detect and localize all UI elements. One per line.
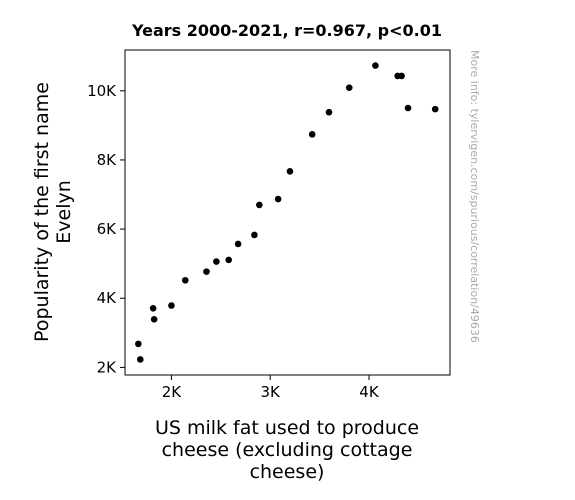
y-axis-label-line-1: Popularity of the first name [31, 82, 53, 342]
y-axis: 2K 4K 6K 8K 10K [87, 82, 125, 376]
data-point [150, 316, 158, 323]
plot-frame [124, 49, 451, 376]
y-tick-label: 4K [97, 289, 118, 307]
data-point [234, 240, 242, 248]
data-point [308, 131, 316, 138]
x-axis: 2K 3K 4K [162, 375, 380, 401]
x-tick-label: 3K [261, 383, 282, 401]
y-tick-label: 10K [87, 82, 117, 100]
plot-area [124, 49, 451, 376]
x-tick-label: 4K [359, 383, 380, 401]
data-points [135, 62, 439, 363]
data-point [274, 195, 282, 203]
data-point [404, 104, 412, 112]
data-point [181, 276, 189, 284]
data-point [135, 340, 142, 348]
data-point [325, 108, 333, 116]
chart-title: Years 2000-2021, r=0.967, p<0.01 [131, 21, 442, 40]
y-tick-label: 8K [97, 151, 118, 169]
data-point [345, 84, 353, 91]
data-point [431, 105, 439, 113]
data-point [372, 62, 379, 69]
x-axis-label-line-3: cheese) [250, 461, 325, 483]
data-point [137, 356, 144, 363]
x-axis-label-line-2: cheese (excluding cottage [162, 439, 413, 461]
data-point [286, 168, 294, 175]
x-axis-label: US milk fat used to produce cheese (excl… [155, 417, 419, 483]
data-point [213, 258, 220, 265]
x-axis-label-line-1: US milk fat used to produce [155, 417, 419, 439]
data-point [203, 268, 210, 275]
y-axis-label-line-2: Evelyn [53, 180, 75, 244]
data-point [168, 302, 175, 309]
data-point [149, 304, 157, 312]
watermark-text: More info: tylervigen.com/spurious/corre… [468, 50, 481, 343]
data-point [256, 201, 263, 209]
x-tick-label: 2K [162, 383, 183, 401]
y-axis-label: Popularity of the first name Evelyn [31, 82, 75, 342]
y-tick-label: 2K [97, 358, 118, 376]
data-point [398, 72, 405, 80]
y-tick-label: 6K [97, 220, 118, 238]
data-point [251, 231, 258, 239]
data-point [225, 256, 233, 264]
